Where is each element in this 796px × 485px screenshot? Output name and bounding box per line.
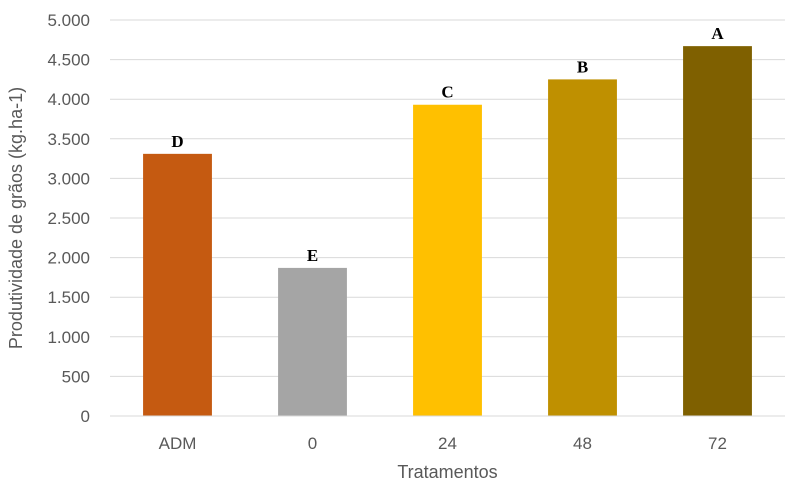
bars bbox=[143, 46, 752, 417]
bar-letter-label: A bbox=[711, 24, 724, 43]
y-tick-label: 3.500 bbox=[47, 130, 90, 149]
y-axis-title: Produtividade de grãos (kg.ha-1) bbox=[6, 87, 26, 349]
y-axis-tick-labels: 0 500 1.000 1.500 2.000 2.500 3.000 3.500 4.000 4… bbox=[47, 11, 90, 426]
y-tick-label: 1.500 bbox=[47, 288, 90, 307]
y-tick-label: 500 bbox=[62, 367, 90, 386]
bar-48 bbox=[548, 79, 617, 417]
y-tick-label: 0 bbox=[81, 407, 90, 426]
x-tick-label: ADM bbox=[159, 434, 197, 453]
y-tick-label: 4.000 bbox=[47, 90, 90, 109]
bar-letter-label: D bbox=[171, 132, 183, 151]
x-tick-label: 24 bbox=[438, 434, 457, 453]
x-axis-tick-labels: ADM 0 24 48 72 bbox=[159, 434, 727, 453]
y-tick-label: 3.000 bbox=[47, 169, 90, 188]
y-tick-label: 2.500 bbox=[47, 209, 90, 228]
y-tick-label: 1.000 bbox=[47, 328, 90, 347]
bar-72 bbox=[683, 46, 752, 417]
bar-24 bbox=[413, 104, 482, 416]
bar-letter-label: E bbox=[307, 246, 318, 265]
x-tick-label: 72 bbox=[708, 434, 727, 453]
y-tick-label: 4.500 bbox=[47, 51, 90, 70]
x-tick-label: 0 bbox=[308, 434, 317, 453]
x-axis-title: Tratamentos bbox=[397, 462, 497, 482]
bar-ADM bbox=[143, 153, 212, 416]
bar-letter-label: C bbox=[441, 83, 453, 102]
y-tick-label: 2.000 bbox=[47, 249, 90, 268]
bar-letter-label: B bbox=[577, 57, 588, 76]
bar-letter-labels: D E C B A bbox=[171, 24, 724, 265]
bar-0 bbox=[278, 267, 347, 416]
y-tick-label: 5.000 bbox=[47, 11, 90, 30]
x-tick-label: 48 bbox=[573, 434, 592, 453]
